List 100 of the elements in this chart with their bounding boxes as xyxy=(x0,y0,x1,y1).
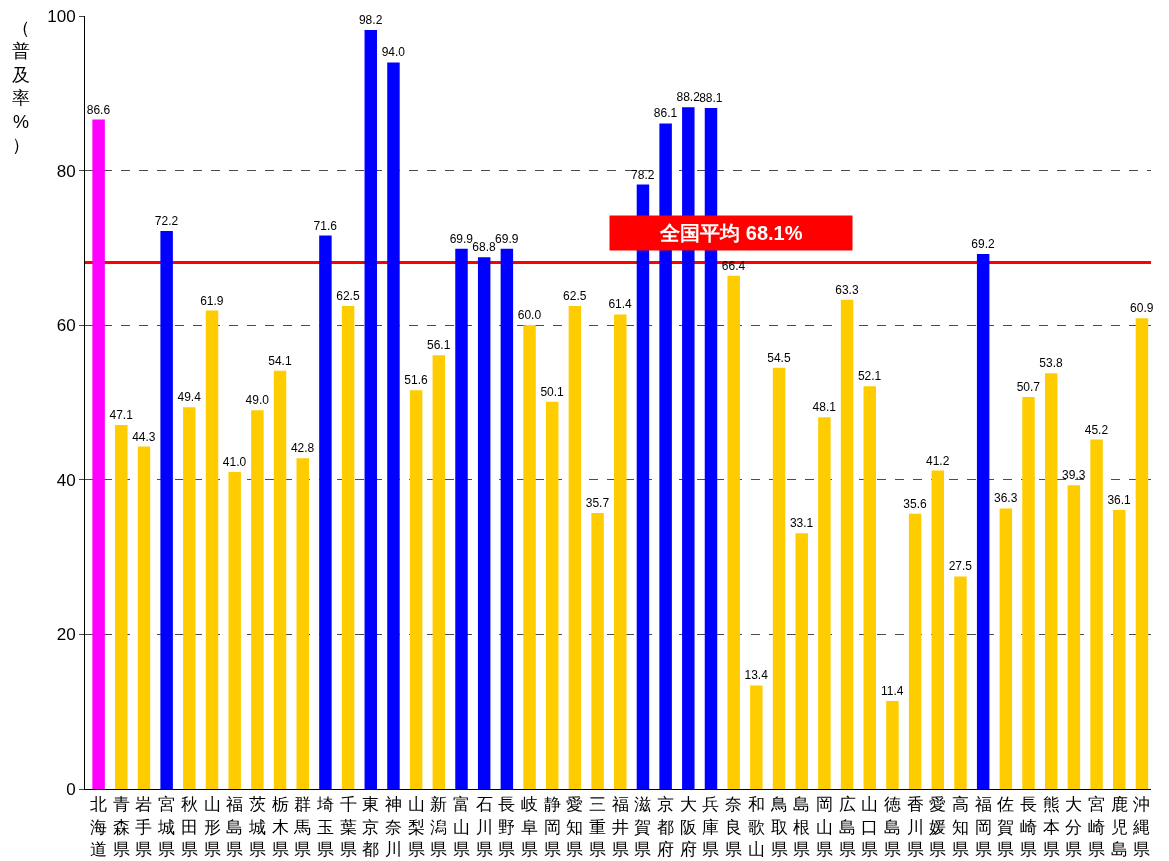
data-label: 60.0 xyxy=(517,308,542,323)
data-label: 41.0 xyxy=(222,455,247,470)
data-label: 51.6 xyxy=(404,373,428,388)
data-label: 62.5 xyxy=(563,288,587,303)
data-label: 69.2 xyxy=(971,237,995,252)
data-label: 36.1 xyxy=(1107,492,1132,507)
bar xyxy=(614,314,627,789)
x-tick-label: 鳥取県 xyxy=(769,795,788,859)
x-tick-label: 山形県 xyxy=(203,795,221,859)
x-tick-label: 高知県 xyxy=(951,795,969,859)
bar xyxy=(92,119,105,789)
y-tick-label: 20 xyxy=(56,625,76,645)
data-label: 50.1 xyxy=(540,384,565,399)
data-label: 41.2 xyxy=(925,453,950,468)
x-tick-label: 栃木県 xyxy=(271,795,289,859)
bar xyxy=(251,410,264,789)
data-label: 35.7 xyxy=(585,496,610,511)
bar xyxy=(296,458,309,789)
y-tick-label: 40 xyxy=(56,470,76,490)
data-label: 78.2 xyxy=(631,167,655,182)
bar xyxy=(137,446,151,789)
data-label: 86.6 xyxy=(86,102,111,117)
x-tick-label: 京都府 xyxy=(657,795,675,859)
bar xyxy=(568,305,582,789)
bar xyxy=(364,29,378,789)
x-tick-label: 青森県 xyxy=(112,795,130,859)
x-tick-label: 埼玉県 xyxy=(315,795,334,859)
bar xyxy=(636,184,650,789)
x-tick-label: 群馬県 xyxy=(293,795,312,859)
bar xyxy=(387,62,400,789)
data-label: 49.4 xyxy=(177,390,202,405)
data-label: 44.3 xyxy=(132,429,156,444)
x-tick-label: 宮城県 xyxy=(157,795,176,859)
x-tick-label: 千葉県 xyxy=(339,795,357,859)
bar xyxy=(591,513,604,789)
bar xyxy=(319,235,332,789)
bar xyxy=(477,257,491,789)
data-label: 68.8 xyxy=(472,240,497,255)
x-tick-label: 岩手県 xyxy=(135,795,153,859)
x-tick-label: 福岡県 xyxy=(974,795,992,859)
x-tick-label: 大分県 xyxy=(1065,795,1083,859)
x-tick-label: 福島県 xyxy=(226,795,244,859)
bar xyxy=(160,230,173,789)
y-tick-label: 100 xyxy=(47,6,76,26)
data-label: 62.5 xyxy=(336,288,360,303)
y-tick-label: 60 xyxy=(56,316,76,336)
x-tick-label: 山口県 xyxy=(861,795,879,859)
data-label: 45.2 xyxy=(1084,422,1109,437)
x-tick-label: 沖縄県 xyxy=(1132,795,1151,859)
data-label: 11.4 xyxy=(881,683,904,698)
x-tick-label: 広島県 xyxy=(838,795,856,859)
bar xyxy=(1022,397,1035,789)
x-tick-label: 三重県 xyxy=(589,795,607,859)
data-label: 69.9 xyxy=(449,231,474,246)
bar xyxy=(273,370,287,789)
x-tick-label: 大阪府 xyxy=(679,795,697,859)
bar xyxy=(954,576,967,789)
x-tick-label: 秋田県 xyxy=(180,795,198,859)
data-label: 27.5 xyxy=(948,559,973,574)
x-tick-label: 岡山県 xyxy=(815,795,833,859)
bar xyxy=(750,685,763,789)
x-tick-label: 長野県 xyxy=(498,795,516,859)
data-label: 49.0 xyxy=(245,393,270,408)
x-tick-label: 兵庫県 xyxy=(702,795,720,859)
y-tick-label: 80 xyxy=(56,161,76,181)
x-tick-label: 福井県 xyxy=(611,795,629,859)
data-label: 94.0 xyxy=(381,45,406,60)
data-label: 48.1 xyxy=(812,400,837,415)
x-tick-label: 鹿児島 xyxy=(1110,795,1128,859)
bar xyxy=(1090,439,1103,789)
data-label: 61.9 xyxy=(200,293,224,308)
bar xyxy=(999,508,1013,789)
bar xyxy=(795,533,808,789)
y-axis-title: （普及率%） xyxy=(12,18,30,155)
data-label: 56.1 xyxy=(426,338,451,353)
x-tick-label: 佐賀県 xyxy=(997,795,1015,859)
bar xyxy=(183,407,196,789)
data-label: 33.1 xyxy=(789,516,814,531)
x-tick-label: 静岡県 xyxy=(543,795,561,859)
data-label: 61.4 xyxy=(608,297,633,312)
x-tick-label: 茨城県 xyxy=(247,795,266,859)
x-tick-label: 徳島県 xyxy=(883,795,901,859)
x-tick-label: 富山県 xyxy=(453,795,470,859)
bar xyxy=(886,700,899,789)
bar xyxy=(908,513,922,789)
bar xyxy=(727,275,740,789)
data-label: 86.1 xyxy=(653,106,678,121)
x-tick-label: 島根県 xyxy=(793,795,811,859)
bar xyxy=(432,355,446,789)
data-label: 52.1 xyxy=(857,369,882,384)
data-label: 50.7 xyxy=(1016,380,1041,395)
data-label: 88.2 xyxy=(676,90,701,105)
data-label: 72.2 xyxy=(154,213,179,228)
x-tick-label: 滋賀県 xyxy=(634,795,652,859)
data-label: 69.9 xyxy=(495,231,519,246)
bar xyxy=(931,470,945,789)
bar xyxy=(976,254,990,789)
bar xyxy=(840,299,854,789)
x-tick-label: 新潟県 xyxy=(430,795,448,859)
bar xyxy=(1067,485,1081,789)
